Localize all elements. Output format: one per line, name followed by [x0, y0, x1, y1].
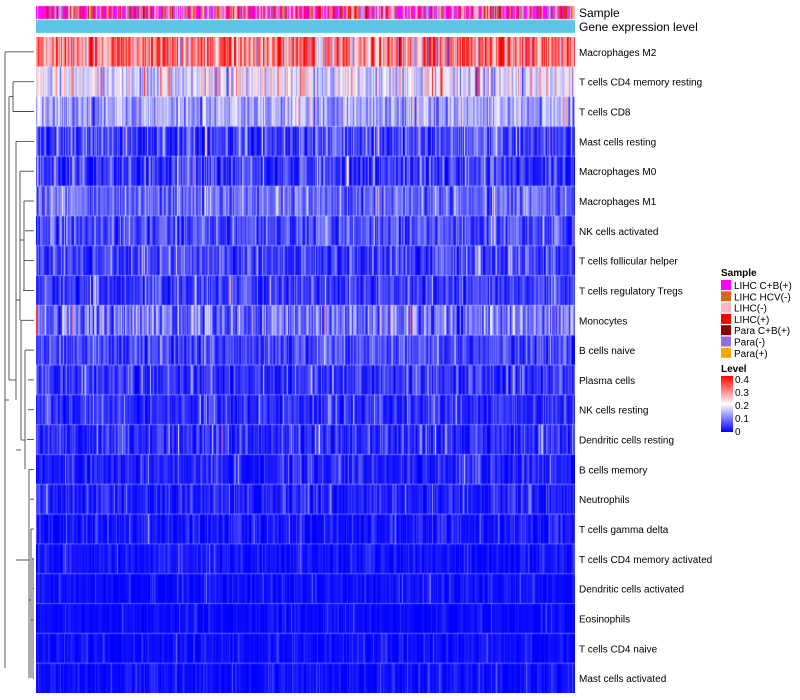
legend-level-tick: 0: [735, 427, 741, 438]
row-label: T cells regulatory Tregs: [579, 286, 683, 297]
row-label: NK cells activated: [579, 227, 658, 238]
row-label: Dendritic cells activated: [579, 585, 684, 596]
annotation-tracks: [36, 5, 575, 35]
legend-level-colorbar: [721, 376, 733, 432]
legend-level-tick: 0.3: [735, 388, 749, 399]
legend-level-tick: 0.2: [735, 401, 749, 412]
row-label: Mast cells resting: [579, 137, 656, 148]
row-label: Dendritic cells resting: [579, 436, 674, 447]
row-label: Macrophages M0: [579, 167, 657, 178]
annotation-labels: Sample Gene expression level: [579, 6, 698, 34]
legend-swatch: [721, 302, 731, 313]
row-label: T cells follicular helper: [579, 257, 678, 268]
legend-sample-title: Sample: [721, 268, 757, 279]
row-label: Macrophages M1: [579, 197, 657, 208]
row-label: T cells CD4 memory resting: [579, 78, 702, 89]
row-label: NK cells resting: [579, 406, 648, 417]
legend-swatch: [721, 280, 731, 290]
legend-swatch: [721, 336, 731, 347]
legend-item-label: LIHC(+): [734, 315, 769, 326]
legend-item-label: LIHC C+B(+): [734, 281, 792, 292]
legend-level-title: Level: [721, 364, 747, 375]
legend-sample: Sample LIHC C+B(+)LIHC HCV(-)LIHC(-)LIHC(…: [721, 268, 792, 360]
row-label: Mast cells activated: [579, 674, 666, 685]
legend-level-tick: 0.1: [735, 414, 749, 425]
row-label: T cells CD4 memory activated: [579, 555, 712, 566]
row-label: Macrophages M2: [579, 48, 657, 59]
legend-swatch: [721, 291, 731, 302]
row-label: Plasma cells: [579, 376, 635, 387]
row-label: Eosinophils: [579, 614, 630, 625]
legend-swatch: [721, 325, 731, 336]
legend-item-label: Para(+): [734, 349, 768, 360]
row-label: T cells gamma delta: [579, 525, 669, 536]
row-labels: Macrophages M2 T cells CD4 memory resting…: [579, 48, 712, 685]
legend-item-label: LIHC HCV(-): [734, 292, 791, 303]
row-label: T cells CD8: [579, 108, 631, 119]
legend-level-tick: 0.4: [735, 375, 749, 386]
heatmap-cells: [36, 37, 575, 693]
row-label: Neutrophils: [579, 495, 630, 506]
row-label: Monocytes: [579, 316, 627, 327]
legend: Sample LIHC C+B(+)LIHC HCV(-)LIHC(-)LIHC(…: [721, 268, 792, 438]
legend-swatch: [721, 347, 731, 358]
legend-item-label: Para(-): [734, 338, 765, 349]
legend-item-label: Para C+B(+): [734, 326, 790, 337]
annotation-label-gene-expression: Gene expression level: [579, 20, 698, 34]
row-dendrogram: [4, 51, 34, 679]
row-label: B cells naive: [579, 346, 636, 357]
legend-item-label: LIHC(-): [734, 304, 767, 315]
annotation-label-sample: Sample: [579, 6, 620, 20]
legend-swatch: [721, 313, 731, 324]
row-label: B cells memory: [579, 465, 647, 476]
row-label: T cells CD4 naive: [579, 644, 658, 655]
